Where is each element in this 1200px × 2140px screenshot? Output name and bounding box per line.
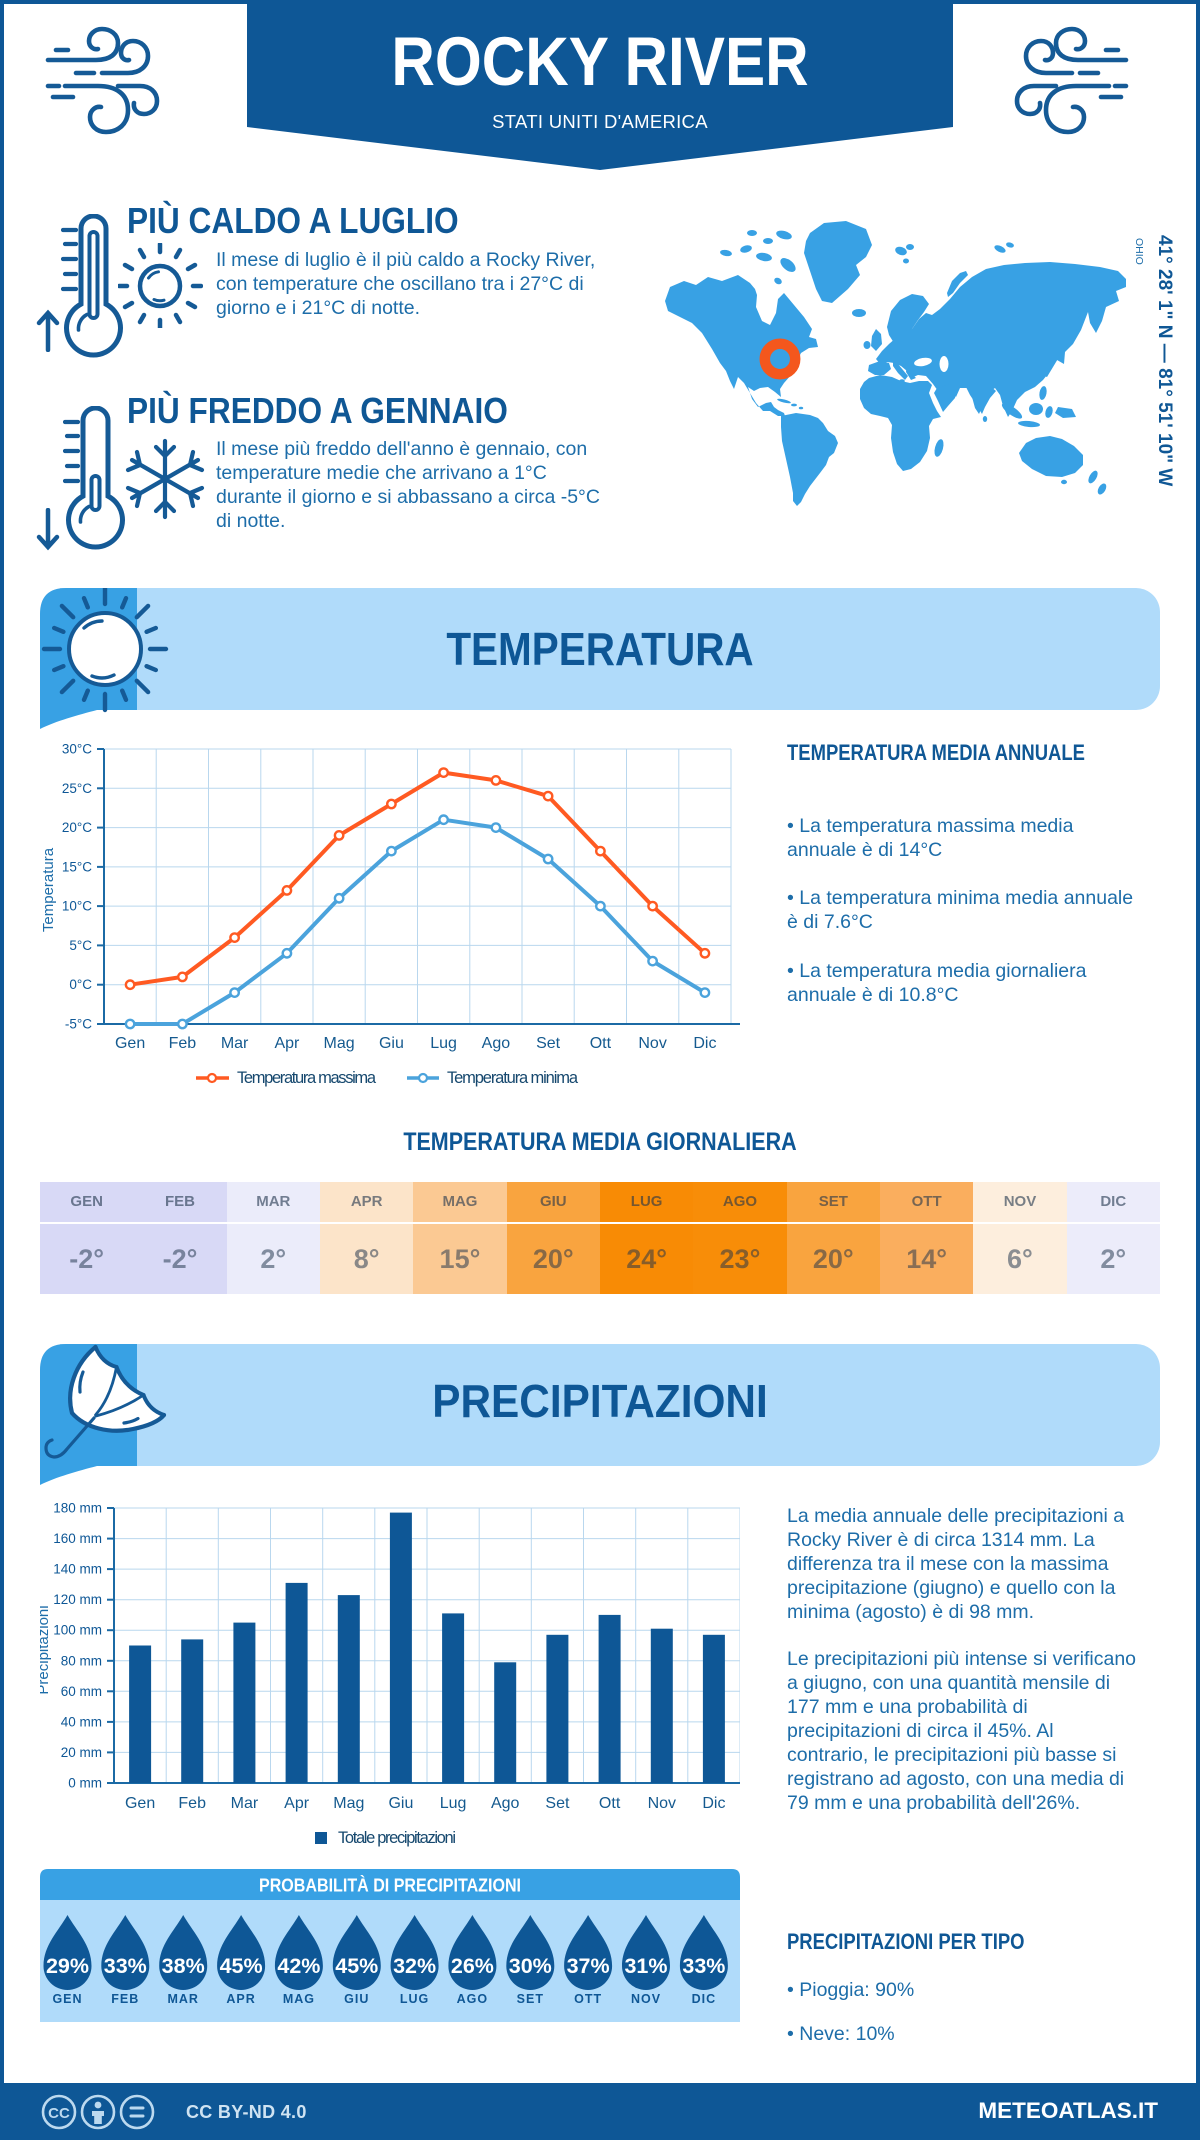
- svg-text:0 mm: 0 mm: [68, 1776, 102, 1791]
- svg-text:30%: 30%: [509, 1954, 552, 1978]
- svg-text:Nov: Nov: [638, 1035, 666, 1052]
- svg-text:Temperatura minima: Temperatura minima: [447, 1069, 579, 1087]
- svg-text:SET: SET: [517, 1992, 544, 2006]
- svg-text:NOV: NOV: [631, 1992, 661, 2006]
- svg-text:15°C: 15°C: [62, 859, 92, 874]
- svg-text:37%: 37%: [567, 1954, 610, 1978]
- svg-text:45%: 45%: [220, 1954, 263, 1978]
- svg-text:Dic: Dic: [702, 1795, 725, 1812]
- svg-text:Feb: Feb: [178, 1795, 206, 1812]
- svg-text:Ago: Ago: [482, 1035, 511, 1052]
- svg-text:Giu: Giu: [388, 1795, 413, 1812]
- svg-text:GIU: GIU: [344, 1992, 369, 2006]
- svg-text:LUG: LUG: [400, 1992, 429, 2006]
- svg-text:20°C: 20°C: [62, 820, 92, 835]
- svg-text:40 mm: 40 mm: [61, 1714, 102, 1729]
- svg-text:Set: Set: [536, 1035, 561, 1052]
- svg-text:MAR: MAR: [167, 1992, 198, 2006]
- svg-text:Apr: Apr: [284, 1795, 310, 1812]
- svg-text:0°C: 0°C: [69, 977, 92, 992]
- svg-text:80 mm: 80 mm: [61, 1653, 102, 1668]
- svg-text:Ott: Ott: [599, 1795, 621, 1812]
- svg-text:33%: 33%: [104, 1954, 147, 1978]
- svg-text:AGO: AGO: [457, 1992, 488, 2006]
- svg-text:160 mm: 160 mm: [53, 1531, 102, 1546]
- svg-text:Feb: Feb: [169, 1035, 197, 1052]
- svg-text:GEN: GEN: [52, 1992, 82, 2006]
- svg-text:25°C: 25°C: [62, 781, 92, 796]
- svg-text:29%: 29%: [46, 1954, 89, 1978]
- svg-text:100 mm: 100 mm: [53, 1623, 102, 1638]
- svg-text:Gen: Gen: [115, 1035, 145, 1052]
- svg-text:APR: APR: [226, 1992, 255, 2006]
- svg-text:OTT: OTT: [574, 1992, 602, 2006]
- svg-text:Nov: Nov: [648, 1795, 676, 1812]
- svg-text:45%: 45%: [335, 1954, 378, 1978]
- svg-text:Dic: Dic: [693, 1035, 716, 1052]
- svg-text:Temperatura massima: Temperatura massima: [237, 1069, 377, 1087]
- svg-text:42%: 42%: [277, 1954, 320, 1978]
- svg-text:Mag: Mag: [333, 1795, 364, 1812]
- svg-text:30°C: 30°C: [62, 742, 92, 757]
- svg-text:FEB: FEB: [111, 1992, 139, 2006]
- svg-text:Totale precipitazioni: Totale precipitazioni: [338, 1829, 456, 1847]
- svg-text:31%: 31%: [624, 1954, 667, 1978]
- svg-text:CC: CC: [48, 2105, 70, 2122]
- svg-text:Mar: Mar: [221, 1035, 249, 1052]
- svg-text:10°C: 10°C: [62, 899, 92, 914]
- svg-text:Ago: Ago: [491, 1795, 520, 1812]
- svg-text:180 mm: 180 mm: [53, 1501, 102, 1516]
- svg-text:33%: 33%: [682, 1954, 725, 1978]
- svg-text:26%: 26%: [451, 1954, 494, 1978]
- svg-text:-5°C: -5°C: [65, 1017, 92, 1032]
- svg-text:Set: Set: [545, 1795, 570, 1812]
- svg-text:5°C: 5°C: [69, 938, 92, 953]
- svg-text:38%: 38%: [162, 1954, 205, 1978]
- svg-text:Lug: Lug: [430, 1035, 457, 1052]
- svg-text:Mar: Mar: [231, 1795, 259, 1812]
- svg-text:Mag: Mag: [324, 1035, 355, 1052]
- svg-text:Temperatura: Temperatura: [40, 847, 57, 932]
- svg-text:Apr: Apr: [274, 1035, 300, 1052]
- svg-text:Giu: Giu: [379, 1035, 404, 1052]
- svg-text:20 mm: 20 mm: [61, 1745, 102, 1760]
- svg-text:140 mm: 140 mm: [53, 1562, 102, 1577]
- svg-text:120 mm: 120 mm: [53, 1592, 102, 1607]
- svg-text:MAG: MAG: [283, 1992, 315, 2006]
- svg-text:32%: 32%: [393, 1954, 436, 1978]
- svg-text:Precipitazioni: Precipitazioni: [40, 1605, 52, 1694]
- svg-text:Gen: Gen: [125, 1795, 155, 1812]
- svg-text:Lug: Lug: [440, 1795, 467, 1812]
- svg-text:60 mm: 60 mm: [61, 1684, 102, 1699]
- svg-text:PROBABILITÀ DI PRECIPITAZIONI: PROBABILITÀ DI PRECIPITAZIONI: [259, 1875, 521, 1896]
- svg-text:Ott: Ott: [590, 1035, 612, 1052]
- svg-text:DIC: DIC: [692, 1992, 717, 2006]
